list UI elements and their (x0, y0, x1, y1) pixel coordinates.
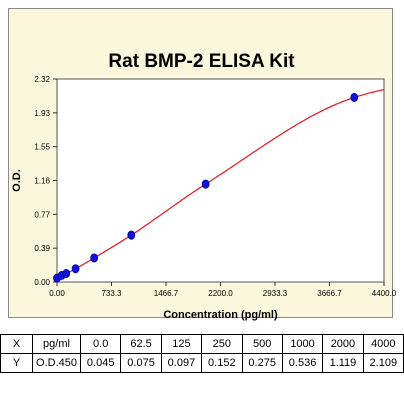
chart-title: Rat BMP-2 ELISA Kit (108, 51, 295, 72)
table-cell: 500 (241, 334, 283, 354)
x-tick-label: 4400.0 (372, 289, 397, 298)
plot-area (56, 78, 385, 283)
table-row: Y O.D.450 0.045 0.075 0.097 0.152 0.275 0.536 1.… (0, 353, 404, 373)
table-cell: 0.0 (79, 334, 122, 354)
table-cell: 2.109 (362, 353, 404, 373)
row-label: Y (0, 353, 33, 373)
table-cell: 250 (201, 334, 243, 354)
table-cell: 125 (160, 334, 203, 354)
table-cell: 4000 (362, 334, 404, 354)
y-tick-label: 1.93 (34, 109, 50, 118)
y-tick-label: 1.16 (34, 177, 50, 186)
table-cell: 1.119 (322, 353, 364, 373)
x-tick-label: 733.3 (101, 289, 122, 298)
table-cell: 62.5 (120, 334, 162, 354)
y-tick-label: 0.77 (34, 210, 50, 219)
y-axis-label: O.D. (11, 169, 23, 192)
data-point (127, 230, 136, 240)
data-point (71, 264, 80, 274)
table-cell: 2000 (322, 334, 364, 354)
x-tick-label: 0.00 (49, 289, 65, 298)
x-axis-label: Concentration (pg/ml) (163, 309, 278, 321)
table-cell: 0.045 (79, 353, 122, 373)
x-tick-label: 2933.3 (263, 289, 288, 298)
table-cell: 0.536 (281, 353, 324, 373)
row-label: X (0, 334, 33, 354)
fit-curve (56, 89, 385, 279)
chart-plot: 0.00 0.39 0.77 1.16 1.55 1.93 2.32 0.00 733.3 146… (11, 75, 397, 321)
y-tick-label: 0.39 (34, 244, 50, 253)
y-tick-label: 2.32 (34, 75, 50, 84)
y-tick-label: 1.55 (34, 143, 50, 152)
y-tick-label: 0.00 (34, 278, 50, 287)
table-cell: 1000 (281, 334, 324, 354)
table-cell: 0.152 (201, 353, 243, 373)
row-unit: pg/ml (32, 334, 81, 354)
table-cell: 0.075 (120, 353, 162, 373)
table-cell: 0.097 (160, 353, 203, 373)
x-tick-label: 3666.7 (317, 289, 342, 298)
data-point (62, 269, 71, 279)
data-point (90, 253, 99, 263)
x-tick-label: 2200.0 (208, 289, 233, 298)
table-cell: 0.275 (241, 353, 283, 373)
row-unit: O.D.450 (32, 353, 81, 373)
x-tick-label: 1466.7 (154, 289, 179, 298)
data-point (201, 179, 210, 189)
data-point (350, 92, 359, 102)
